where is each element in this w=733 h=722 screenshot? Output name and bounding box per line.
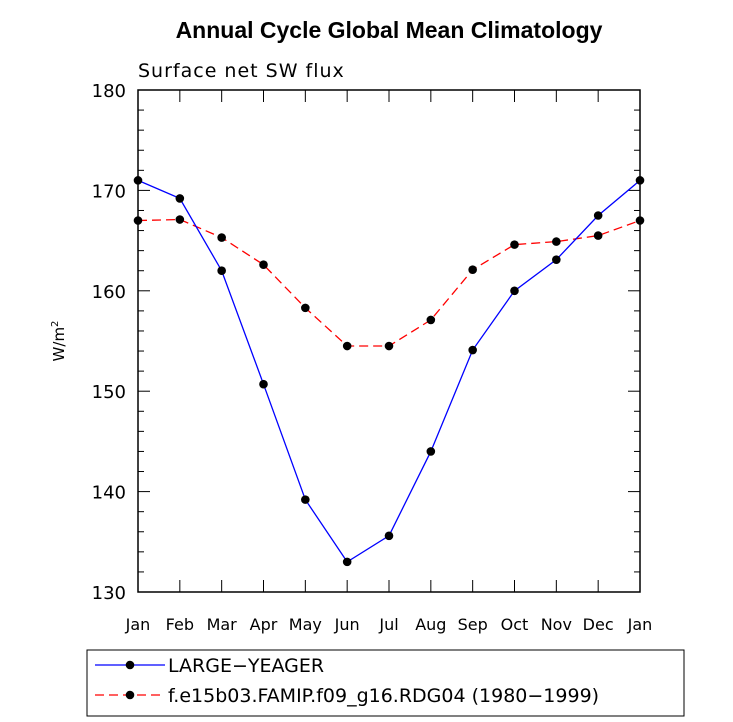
series-line: [137, 218, 641, 347]
data-point: [510, 240, 519, 249]
plot-frame: [137, 89, 641, 593]
legend-label: LARGE−YEAGER: [168, 655, 324, 677]
data-point: [175, 194, 185, 203]
data-point: [426, 315, 436, 325]
y-axis-label-unit: W/m: [50, 327, 68, 362]
x-tick-label: Dec: [583, 615, 614, 634]
x-tick-label: Nov: [541, 615, 572, 634]
legend-marker: [125, 660, 135, 670]
data-point: [635, 176, 645, 185]
data-point: [384, 531, 394, 541]
x-tick-label: Jul: [378, 615, 398, 634]
data-point: [510, 286, 519, 296]
x-tick-label: Feb: [166, 615, 194, 634]
x-tick-label: Oct: [501, 615, 529, 634]
y-tick-label: 160: [92, 282, 126, 303]
data-point: [301, 495, 310, 504]
y-axis-label: W/m2: [50, 321, 68, 362]
data-point: [552, 255, 561, 264]
x-tick-label: May: [289, 615, 322, 634]
data-point: [552, 237, 561, 246]
x-tick-labels: Jan Feb Mar Apr May Jun Jul Aug Sep Oct Nov Dec Jan: [125, 615, 653, 634]
data-point: [593, 231, 603, 240]
data-point: [593, 211, 603, 220]
chart-subtitle: Surface net SW flux: [138, 60, 345, 82]
x-tick-label: Apr: [250, 615, 278, 634]
chart-title: Annual Cycle Global Mean Climatology: [176, 17, 603, 43]
x-tick-label: Aug: [415, 615, 446, 634]
data-point: [217, 266, 226, 276]
y-tick-label: 130: [92, 583, 126, 604]
series-layer: [133, 176, 645, 567]
y-tick-labels: 130 140 150 160 170 180: [92, 81, 126, 604]
data-point: [426, 447, 436, 456]
axis-ticks: [137, 89, 641, 593]
data-point: [342, 341, 352, 351]
data-point: [259, 379, 268, 389]
x-tick-label: Mar: [207, 615, 238, 634]
data-point: [217, 233, 226, 242]
data-point: [133, 216, 143, 225]
data-point: [301, 303, 310, 313]
data-point: [468, 345, 477, 355]
data-point: [133, 176, 143, 185]
y-tick-label: 150: [92, 382, 126, 403]
data-point: [468, 265, 477, 275]
y-tick-label: 180: [92, 81, 126, 102]
data-point: [342, 557, 352, 567]
x-tick-label: Jan: [627, 615, 653, 634]
legend: LARGE−YEAGER f.e15b03.FAMIP.f09_g16.RDG04…: [95, 655, 599, 707]
data-point: [259, 260, 268, 269]
data-point: [635, 216, 645, 225]
x-tick-label: Sep: [458, 615, 488, 634]
data-point: [384, 341, 394, 351]
legend-box: [86, 649, 685, 717]
legend-marker: [125, 690, 135, 700]
data-point: [175, 215, 185, 224]
y-tick-label: 140: [92, 483, 126, 504]
x-tick-label: Jan: [125, 615, 151, 634]
y-axis-label-sup: 2: [50, 321, 61, 327]
legend-label: f.e15b03.FAMIP.f09_g16.RDG04 (1980−1999): [168, 685, 599, 707]
y-tick-label: 170: [92, 181, 126, 202]
x-tick-label: Jun: [334, 615, 360, 634]
series-line: [137, 179, 641, 563]
